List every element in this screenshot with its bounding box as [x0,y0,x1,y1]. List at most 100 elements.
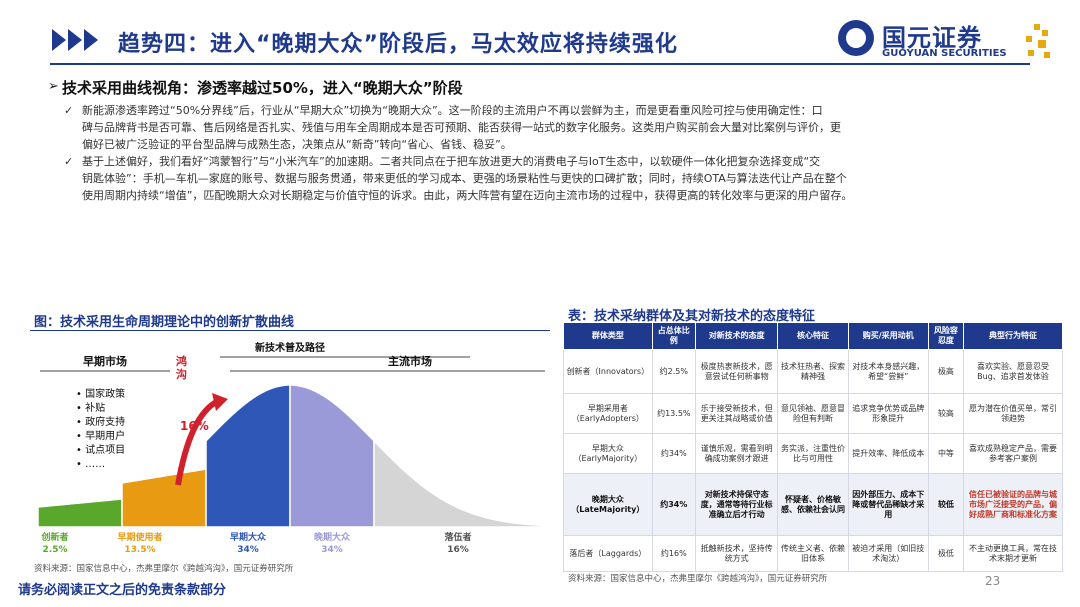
category-label: 创新者 [40,531,68,543]
curve-band-2 [121,468,207,528]
table-cell: 喜欢成熟稳定产品，需要参考客户案例 [962,433,1064,474]
table-row: 早期大众（EarlyMajority） 约34% 谨慎乐观，需看到明确成功案例才… [563,433,1064,474]
header-rule [50,63,1030,65]
table-header-row: 群体类型 占总体比例 对新技术的态度 核心特征 购买/采用动机 风险容忍度 典型… [563,322,1064,350]
column-header: 购买/采用动机 [847,322,929,350]
figure-source: 资料来源：国家信息中心，杰弗里摩尔《跨越鸿沟》，国元证券研究所 [34,564,294,574]
logo-subtext: GUOYUAN SECURITIES [882,48,1007,59]
table-cell: 创新者（Innovators） [563,349,653,394]
curve-band-3 [205,384,291,528]
table-source: 资料来源：国家信息中心，杰弗里摩尔《跨越鸿沟》，国元证券研究所 [568,574,828,584]
bullet-line: 钥匙体验”：手机—车机—家庭的账号、数据与服务贯通，带来更低的学习成本、更强的场… [82,172,847,185]
early-market-label: 早期市场 [83,354,127,368]
category-label: 落伍者 [444,531,471,543]
bullet-line: 新能源渗透率跨过“50%分界线”后，行业从“早期大众”切换为“晚期大众”。这一阶… [82,104,823,117]
table-cell: 较低 [927,473,964,536]
table-cell: 传统主义者、依赖旧体系 [777,535,849,572]
table-cell: 中等 [927,433,964,474]
table-cell: 怀疑者、价格敏感、依赖社会认同 [777,473,849,536]
table-cell: 早期大众（EarlyMajority） [563,433,653,474]
table-title: 表：技术采纳群体及其对新技术的态度特征 [568,309,816,324]
table-cell: 信任已被验证的品牌与城市场广泛接受的产品，偏好成熟厂商和标准化方案 [962,473,1064,536]
column-header: 核心特征 [777,322,849,350]
chasm-label: 鸿沟 [176,354,187,381]
factor-item: • 政府支持 [76,415,125,428]
chevron-icon [68,29,82,51]
column-header: 风险容忍度 [927,322,964,350]
chasm-percent: 16% [180,419,209,433]
table-cell: 不主动更换工具，常在技术末期才更新 [962,535,1064,572]
table-row: 早期采用者（EarlyAdopters） 约13.5% 乐于接受新技术，但更关注… [563,393,1064,434]
table-row-highlight: 晚期大众（LateMajority） 约34% 对新技术持保守态度，通常等待行业… [563,473,1064,536]
curve-band-1 [37,498,123,528]
chevron-icon [84,29,98,51]
figure-rule [30,330,550,331]
factor-item: • 补贴 [76,401,105,414]
table-cell: 提升效率、降低成本 [847,433,929,474]
category-value: 13.5% [124,545,155,555]
curve-band-5 [373,439,543,528]
page-title: 趋势四：进入“晚期大众”阶段后，马太效应将持续强化 [118,32,678,57]
category-label: 早期大众 [230,531,267,543]
adoption-table: 群体类型 占总体比例 对新技术的态度 核心特征 购买/采用动机 风险容忍度 典型… [563,322,1064,572]
category-value: 16% [447,545,469,555]
main-market-label: 主流市场 [388,354,432,368]
factor-item: • 试点项目 [76,443,125,456]
table-cell: 对技术本身感兴趣，希望“尝鲜” [847,349,929,394]
table-cell: 早期采用者（EarlyAdopters） [563,393,653,434]
diffusion-chart: 新技术普及路径 早期市场 主流市场 鸿沟 16% • 国家政策• 补贴• 政府支… [37,341,545,555]
table-row: 创新者（Innovators） 约2.5% 极度热衷新技术，愿意尝试任何新事物 … [563,349,1064,394]
category-value: 34% [321,545,343,555]
curve-band-4 [289,384,375,528]
top-path-label: 新技术普及路径 [255,341,325,354]
column-header: 群体类型 [563,322,653,350]
section-heading: 技术采用曲线视角：渗透率越过50%，进入“晚期大众”阶段 [62,79,463,97]
table-cell: 追求竞争优势或品牌形象提升 [847,393,929,434]
chasm-arrow-icon [175,398,220,486]
table-cell: 落后者（Laggards） [563,535,653,572]
table-cell: 极低 [927,535,964,572]
table-cell: 较高 [927,393,964,434]
table-cell: 喜欢实验、愿意忍受Bug、追求首发体验 [962,349,1064,394]
logo-mark-icon [1026,24,1050,58]
table-cell: 约34% [651,473,696,536]
figure-title: 图：技术采用生命周期理论中的创新扩散曲线 [34,315,295,330]
table-cell: 被迫才采用（如旧技术淘汰） [847,535,929,572]
table-cell: 晚期大众（LateMajority） [563,473,653,536]
table-cell: 技术狂热者、探索精神强 [777,349,849,394]
disclaimer: 请务必阅读正文之后的免责条款部分 [18,583,227,598]
bullet-line: 使用周期内持续“增值”，匹配晚期大众对长期稳定与价值守恒的诉求。由此，两大阵营有… [82,189,853,202]
table-cell: 愿为潜在价值买单，常引领趋势 [962,393,1064,434]
bullet-line: 基于上述偏好，我们看好“鸿蒙智行”与“小米汽车”的加速期。二者共同点在于把车放进… [82,155,821,168]
factor-item: • 早期用户 [76,429,125,442]
bullet-paragraph-1: 新能源渗透率跨过“50%分界线”后，行业从“早期大众”切换为“晚期大众”。这一阶… [82,102,1042,153]
table-cell: 对新技术持保守态度，通常等待行业标准确立后才行动 [694,473,779,536]
check-icon: ✓ [64,155,74,168]
chevron-icon [52,29,66,51]
factor-item: • …… [76,459,105,470]
table-cell: 谨慎乐观，需看到明确成功案例才跟进 [694,433,779,474]
table-cell: 约34% [651,433,696,474]
table-row: 落后者（Laggards） 约16% 抵触新技术，坚持传统方式 传统主义者、依赖… [563,535,1064,572]
category-label: 早期使用者 [117,531,162,543]
table-cell: 约16% [651,535,696,572]
column-header: 占总体比例 [651,322,696,350]
table-cell: 因外部压力、成本下降或替代品稀缺才采用 [847,473,929,536]
table-cell: 乐于接受新技术，但更关注其战略或价值 [694,393,779,434]
table-cell: 极度热衷新技术，愿意尝试任何新事物 [694,349,779,394]
bullet-paragraph-2: 基于上述偏好，我们看好“鸿蒙智行”与“小米汽车”的加速期。二者共同点在于把车放进… [82,153,1042,204]
column-header: 典型行为特征 [962,322,1064,350]
factor-item: • 国家政策 [76,387,125,400]
page-number: 23 [985,574,1001,588]
category-value: 34% [237,545,259,555]
category-label: 晚期大众 [314,531,351,543]
column-header: 对新技术的态度 [694,322,779,350]
table-cell: 意见领袖、愿意冒险但有判断 [777,393,849,434]
bullet-line: 偏好已被广泛验证的平台型品牌与成熟生态，决策点从“新奇”转向“省心、省钱、稳妥”… [82,138,512,151]
arrow-bullet-icon: ➢ [48,79,59,94]
table-cell: 约13.5% [651,393,696,434]
logo-icon-inner [846,28,866,48]
chasm-arrowhead-icon [212,393,228,411]
bullet-line: 碑与品牌背书是否可靠、售后网络是否扎实、残值与用车全周期成本是否可预期、能否获得… [82,121,841,134]
category-value: 2.5% [43,545,68,555]
